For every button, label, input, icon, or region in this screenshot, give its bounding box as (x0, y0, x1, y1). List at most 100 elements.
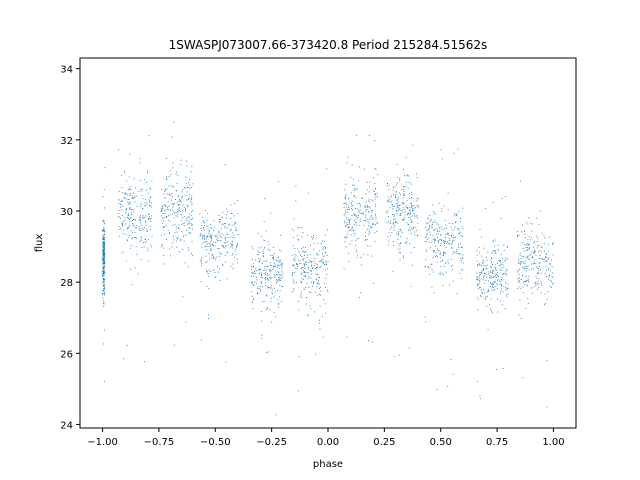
data-point (485, 279, 487, 281)
data-point (177, 208, 179, 210)
data-point (325, 262, 327, 264)
data-point (186, 199, 188, 201)
data-point (189, 221, 191, 223)
data-point (160, 246, 162, 248)
data-point (462, 262, 464, 264)
data-point (489, 303, 491, 305)
data-point (414, 227, 416, 229)
data-point (204, 237, 205, 239)
data-point (366, 181, 368, 183)
data-point (264, 261, 266, 263)
data-point (102, 270, 104, 272)
data-point (139, 157, 141, 159)
data-point (102, 229, 104, 230)
data-point (528, 258, 530, 260)
data-point (365, 238, 367, 240)
data-point (186, 206, 188, 208)
data-point (545, 256, 547, 258)
data-point (483, 289, 485, 291)
data-point (302, 232, 304, 234)
data-point (313, 248, 315, 250)
data-point (522, 286, 524, 288)
data-point (229, 229, 231, 231)
data-point (135, 246, 137, 248)
data-point (492, 201, 494, 203)
data-point (175, 228, 177, 230)
data-point (505, 273, 507, 275)
data-point (310, 261, 312, 263)
data-point (478, 279, 480, 281)
data-point (350, 218, 352, 220)
data-point (254, 281, 256, 283)
data-point (119, 206, 121, 208)
data-point (140, 237, 142, 239)
data-point (443, 205, 445, 207)
data-point (355, 215, 357, 217)
data-point (102, 281, 104, 283)
data-point (345, 225, 347, 227)
data-point (175, 226, 177, 227)
data-point (103, 284, 105, 286)
data-point (402, 202, 404, 204)
data-point (211, 227, 213, 229)
data-point (479, 276, 480, 278)
data-point (396, 211, 398, 213)
data-point (188, 184, 190, 186)
data-point (203, 222, 205, 223)
data-point (277, 265, 279, 267)
data-point (506, 258, 508, 260)
data-point (235, 222, 237, 224)
data-point (541, 232, 543, 234)
data-point (181, 224, 183, 225)
data-point (260, 290, 261, 292)
data-point (410, 285, 412, 287)
data-point (403, 186, 405, 187)
data-point (118, 216, 120, 218)
data-point (163, 255, 165, 256)
data-point (530, 239, 532, 241)
data-point (175, 211, 177, 213)
data-point (171, 246, 173, 248)
data-point (343, 207, 345, 209)
data-point (493, 284, 495, 286)
data-point (187, 216, 189, 218)
data-point (293, 290, 295, 292)
data-point (453, 239, 455, 241)
data-point (518, 234, 520, 236)
data-point (224, 164, 226, 166)
data-point (353, 220, 355, 222)
data-point (431, 269, 433, 270)
data-point (102, 275, 104, 277)
data-point (402, 255, 404, 257)
data-point (269, 264, 271, 266)
data-point (263, 253, 265, 255)
data-point (135, 237, 137, 238)
data-point (257, 254, 259, 255)
data-point (484, 274, 485, 276)
data-point (504, 308, 506, 310)
data-point (425, 259, 427, 261)
data-point (398, 248, 400, 250)
data-point (485, 208, 487, 209)
data-point (413, 213, 415, 214)
data-point (191, 187, 193, 189)
data-point (548, 279, 550, 281)
data-point (104, 256, 106, 258)
data-point (231, 241, 233, 243)
data-point (398, 230, 400, 232)
data-point (144, 238, 146, 240)
data-point (270, 262, 272, 264)
data-point (357, 254, 358, 256)
data-point (308, 276, 310, 278)
data-point (479, 286, 481, 288)
data-point (103, 280, 105, 282)
data-point (543, 258, 545, 260)
data-point (440, 234, 441, 236)
data-point (224, 227, 226, 229)
data-point (551, 272, 553, 274)
data-point (270, 255, 272, 256)
data-point (540, 210, 541, 212)
data-point (350, 208, 352, 210)
data-point (102, 282, 104, 284)
data-point (427, 267, 429, 269)
